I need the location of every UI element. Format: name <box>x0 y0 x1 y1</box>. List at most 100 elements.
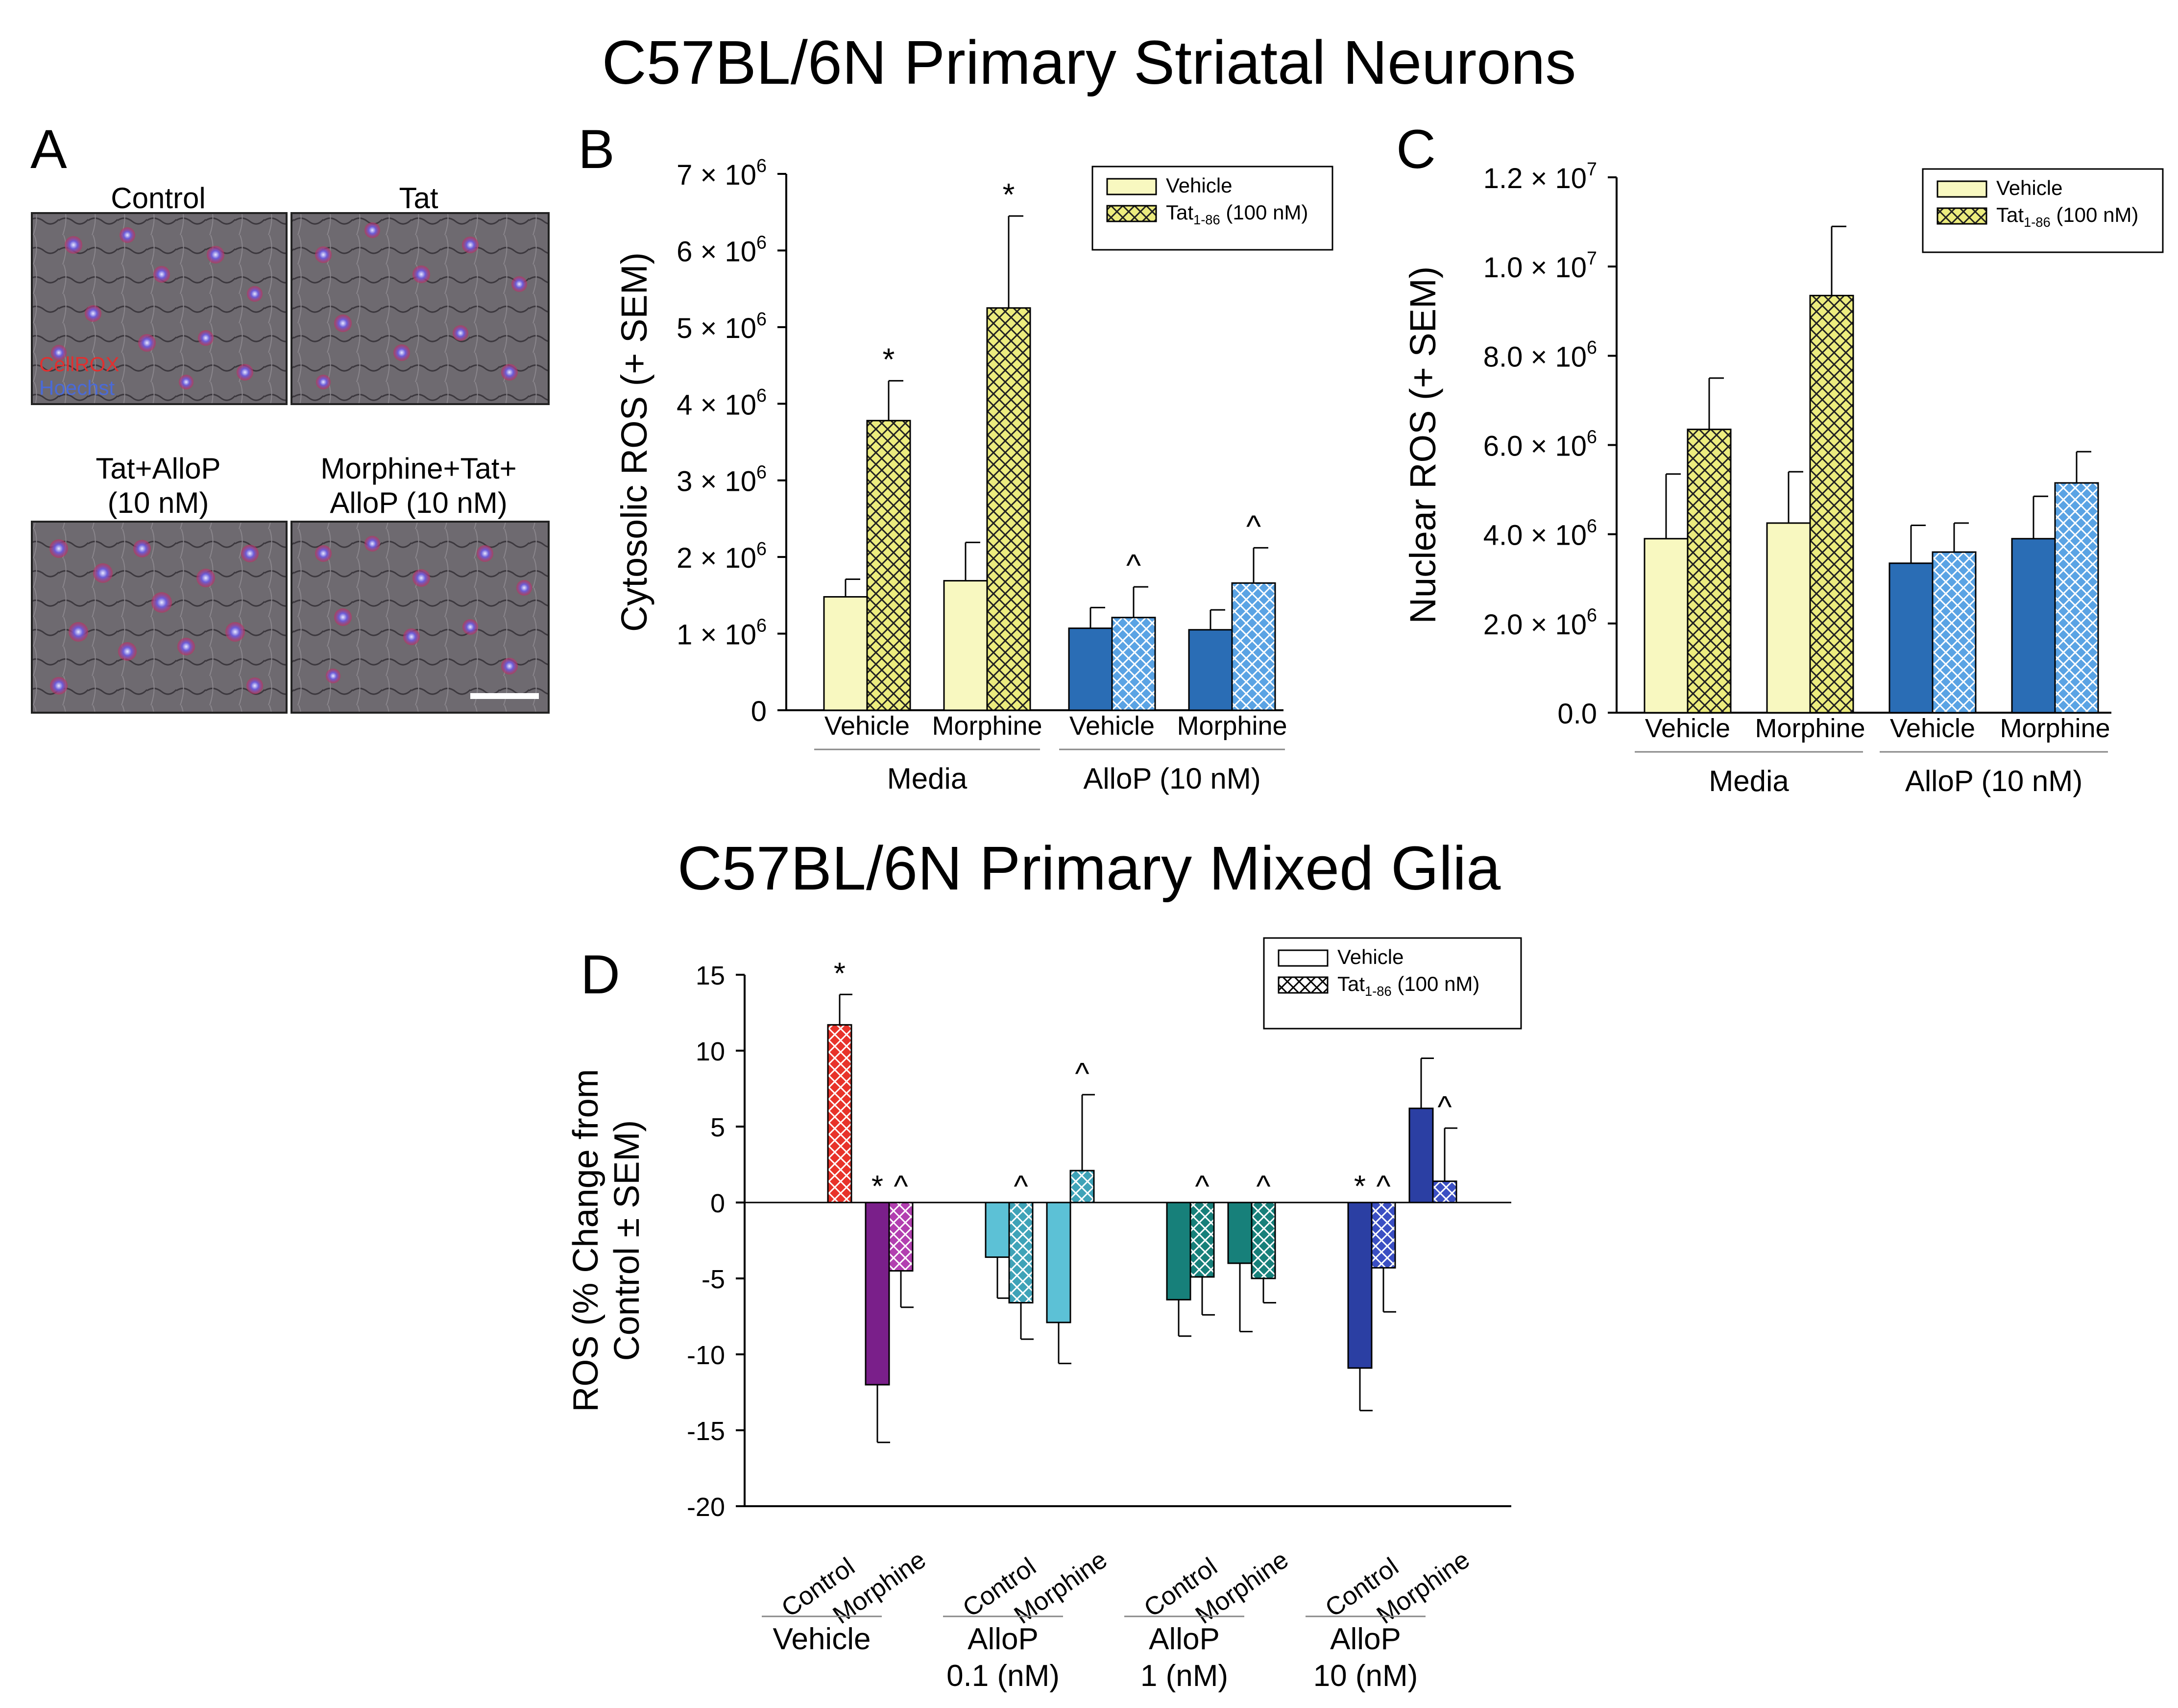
caption-line: AlloP (10 nM) <box>330 486 508 519</box>
bar-vehicle <box>2011 538 2056 714</box>
bar-vehicle <box>1347 1202 1373 1369</box>
group-label: AlloP <box>1330 1622 1401 1656</box>
micrograph-tat-allop <box>31 521 288 714</box>
legend-entry: Vehicle <box>1996 176 2062 199</box>
bar-vehicle <box>865 1202 890 1386</box>
y-tick-label: 10 <box>696 1037 725 1066</box>
significance-mark: ^ <box>1256 1170 1270 1203</box>
micrograph-overlay-hoechst: Hoechst <box>39 376 115 399</box>
bar-vehicle <box>985 1202 1010 1258</box>
y-tick-label: 4 × 106 <box>677 385 767 421</box>
group-label: AlloP (10 nM) <box>1083 762 1260 795</box>
y-tick-label: -10 <box>687 1341 725 1370</box>
y-tick-label: 5 × 106 <box>677 309 767 344</box>
group-label: 1 (nM) <box>1140 1659 1228 1693</box>
y-tick-label: 0 <box>710 1189 725 1218</box>
y-tick-label: 15 <box>696 961 725 990</box>
significance-mark: ^ <box>1195 1170 1209 1203</box>
panel-b-label: B <box>578 119 615 180</box>
panel-c-label: C <box>1396 119 1436 180</box>
group-label: AlloP (10 nM) <box>1905 765 2082 797</box>
y-tick-label: 3 × 106 <box>677 462 767 498</box>
caption-line: Tat+AlloP <box>96 452 221 485</box>
x-category-label: Vehicle <box>1069 711 1155 741</box>
caption-line: (10 nM) <box>107 486 209 519</box>
y-tick-label: 1.0 × 107 <box>1483 248 1597 284</box>
y-tick-label: 6.0 × 106 <box>1483 426 1597 462</box>
y-tick-label: 7 × 106 <box>677 155 767 191</box>
bar-vehicle <box>1068 627 1113 711</box>
top-title: C57BL/6N Primary Striatal Neurons <box>602 28 1576 97</box>
legend-swatch <box>1936 207 1987 225</box>
significance-mark: * <box>883 341 895 377</box>
image-caption-tat: Tat <box>399 182 438 215</box>
group-label: Media <box>1709 765 1789 797</box>
x-category-label: Morphine <box>2000 714 2110 743</box>
bar-tat <box>888 1202 914 1272</box>
bar-tat <box>1809 294 1854 714</box>
significance-mark: ^ <box>1437 1090 1452 1124</box>
image-caption-morphine-tat-allop: Morphine+Tat+ AlloP (10 nM) <box>290 452 547 520</box>
legend-entry: Tat1-86 (100 nM) <box>1996 203 2138 230</box>
x-category-label: Vehicle <box>1645 714 1730 743</box>
legend-swatch <box>1106 205 1157 222</box>
group-label: Vehicle <box>773 1622 871 1656</box>
group-label: 10 (nM) <box>1313 1659 1418 1693</box>
micrograph-tat <box>290 212 550 405</box>
micrograph-morphine-tat-allop <box>290 521 550 714</box>
group-label: AlloP <box>1149 1622 1220 1656</box>
significance-mark: ^ <box>1075 1057 1089 1091</box>
x-category-label: Morphine <box>932 711 1042 741</box>
group-label: 0.1 (nM) <box>946 1659 1060 1693</box>
x-category-label: Morphine <box>1177 711 1287 741</box>
bar-tat <box>866 420 911 711</box>
bar-tat <box>1251 1202 1276 1279</box>
bottom-title: C57BL/6N Primary Mixed Glia <box>677 834 1501 903</box>
significance-mark: * <box>834 957 846 990</box>
legend-entry: Tat1-86 (100 nM) <box>1166 201 1308 227</box>
significance-mark: ^ <box>1014 1170 1028 1203</box>
significance-mark: ^ <box>1246 508 1261 544</box>
significance-mark: * <box>871 1170 883 1203</box>
panel-d-label: D <box>581 944 620 1005</box>
x-category-label: Vehicle <box>1890 714 1975 743</box>
caption-line: Morphine+Tat+ <box>320 452 517 485</box>
significance-mark: ^ <box>1126 548 1141 583</box>
x-category-label: Vehicle <box>824 711 910 741</box>
x-category-label: Morphine <box>1755 714 1865 743</box>
significance-mark: * <box>1003 177 1015 212</box>
y-tick-label: 2 × 106 <box>677 538 767 574</box>
legend-swatch <box>1278 976 1329 994</box>
significance-mark: * <box>1354 1170 1366 1203</box>
y-tick-label: 0 <box>751 696 767 727</box>
bar-tat <box>1008 1202 1034 1304</box>
scale-bar <box>470 693 539 699</box>
y-axis-label: ROS (% Change fromControl ± SEM) <box>566 1069 647 1412</box>
significance-mark: ^ <box>894 1170 908 1203</box>
bar-tat <box>1687 429 1732 714</box>
y-tick-label: -20 <box>687 1492 725 1522</box>
micrograph-control: CellROX Hoechst <box>31 212 288 405</box>
bar-tat <box>1231 582 1276 711</box>
group-label: AlloP <box>968 1622 1039 1656</box>
image-caption-tat-allop: Tat+AlloP (10 nM) <box>30 452 286 520</box>
bar-tat <box>827 1024 852 1203</box>
image-caption-control: Control <box>111 182 206 215</box>
y-axis-label: Nuclear ROS (+ SEM) <box>1403 266 1443 624</box>
bar-tat <box>1371 1202 1396 1269</box>
bar-vehicle <box>823 596 868 711</box>
bar-vehicle <box>1227 1202 1253 1264</box>
legend-swatch <box>1278 949 1329 967</box>
panel-a-label: A <box>30 119 67 180</box>
y-tick-label: 8.0 × 106 <box>1483 337 1597 373</box>
y-axis-label: Cytosolic ROS (+ SEM) <box>614 252 654 632</box>
y-tick-label: 1.2 × 107 <box>1483 159 1597 194</box>
bar-tat <box>1069 1170 1095 1203</box>
bar-tat <box>1111 617 1156 711</box>
y-tick-label: 2.0 × 106 <box>1483 605 1597 641</box>
group-label: Media <box>887 762 968 795</box>
